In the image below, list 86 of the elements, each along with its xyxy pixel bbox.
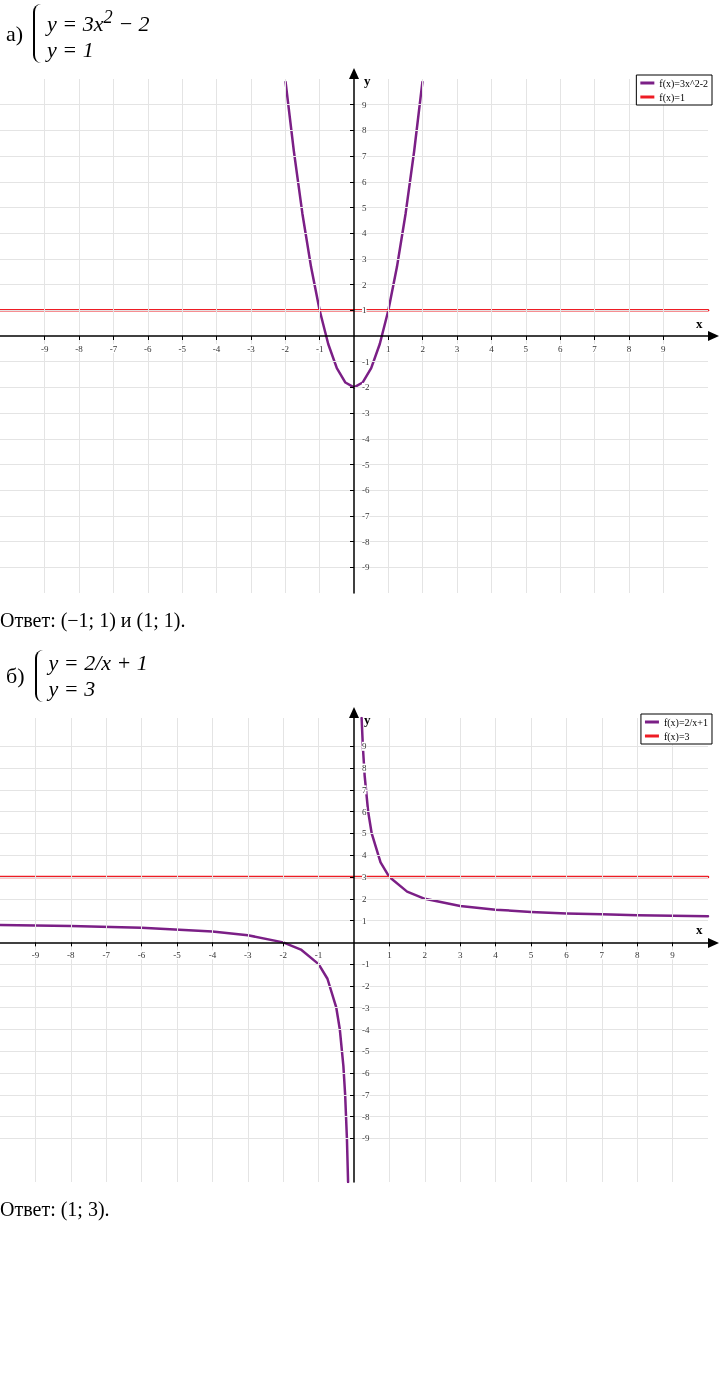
text: Ответ: (1; 3). — [0, 1197, 111, 1223]
x-axis-title: x — [696, 316, 703, 332]
x-tick-label: 7 — [599, 950, 605, 961]
y-tick-label: -4 — [362, 1024, 370, 1035]
x-tick-label: 6 — [564, 950, 570, 961]
x-tick-label: -2 — [279, 950, 287, 961]
legend-label: f(x)=3x^2-2 — [659, 77, 708, 90]
x-tick-label: -3 — [247, 343, 256, 354]
x-tick-label: 7 — [592, 343, 598, 354]
y-tick-label: -8 — [362, 536, 370, 547]
x-tick-label: -4 — [212, 343, 221, 354]
y-tick-label: 1 — [362, 915, 367, 926]
x-tick-label: 8 — [634, 950, 640, 961]
x-tick-label: -6 — [144, 343, 153, 354]
x-tick-label: -2 — [281, 343, 290, 354]
y-tick-label: 3 — [362, 254, 367, 265]
x-tick-label: 5 — [528, 950, 534, 961]
x-tick-label: -7 — [102, 950, 111, 961]
y-axis-title: y — [364, 712, 371, 728]
x-tick-label: -4 — [208, 950, 217, 961]
y-tick-label: 6 — [362, 807, 367, 817]
y-tick-label: 6 — [362, 177, 367, 188]
x-tick-label: -7 — [109, 343, 118, 354]
legend-label: f(x)=3 — [663, 730, 690, 743]
legend-label: f(x)=1 — [659, 91, 685, 104]
y-tick-label: 3 — [362, 872, 367, 883]
y-tick-label: 4 — [362, 850, 367, 861]
y-tick-label: -2 — [362, 981, 370, 992]
chart-title: а) — [6, 20, 24, 47]
x-tick-label: 4 — [493, 950, 499, 961]
text: Ответ: (−1; 1) и (1; 1). — [0, 608, 187, 634]
x-tick-label: -1 — [315, 343, 324, 354]
x-tick-label: 2 — [422, 950, 428, 961]
y-tick-label: -1 — [362, 357, 370, 368]
x-tick-label: -9 — [40, 343, 49, 354]
x-tick-label: -6 — [137, 950, 146, 961]
y-tick-label: -5 — [362, 459, 370, 470]
y-tick-label: -6 — [362, 485, 370, 496]
x-tick-label: -3 — [244, 950, 253, 961]
line-series — [284, 81, 424, 389]
x-tick-label: 5 — [523, 343, 529, 354]
y-tick-label: 5 — [362, 202, 367, 213]
y-tick-label: 9 — [362, 100, 367, 111]
y-tick-label: -9 — [362, 1133, 370, 1144]
y-tick-label: 7 — [362, 785, 367, 796]
y-tick-label: -3 — [362, 408, 370, 419]
x-tick-label: -8 — [75, 343, 84, 354]
y-tick-label: 8 — [362, 125, 367, 136]
x-tick-label: -9 — [31, 950, 40, 961]
chart-subtitle: y = 2/x + 1 y = 3 — [48, 650, 148, 703]
x-tick-label: 9 — [661, 343, 667, 354]
y-tick-label: -3 — [362, 1003, 370, 1014]
y-tick-label: -4 — [362, 434, 370, 445]
x-tick-label: 1 — [387, 950, 392, 961]
x-tick-label: -5 — [178, 343, 187, 354]
y-tick-label: 2 — [362, 279, 367, 290]
y-tick-label: -5 — [362, 1046, 370, 1057]
x-tick-label: 3 — [454, 343, 460, 354]
y-tick-label: -2 — [362, 382, 370, 393]
x-tick-label: 9 — [670, 950, 676, 961]
chart-title: б) — [6, 663, 25, 690]
y-tick-label: -8 — [362, 1111, 370, 1122]
x-tick-label: 6 — [557, 343, 563, 354]
x-tick-label: 8 — [626, 343, 632, 354]
x-tick-label: -1 — [314, 950, 323, 961]
x-tick-label: 1 — [386, 343, 391, 354]
y-tick-label: 2 — [362, 894, 367, 905]
y-tick-label: 7 — [362, 151, 367, 162]
x-axis-title: x — [696, 922, 703, 938]
y-tick-label: 8 — [362, 763, 367, 774]
x-tick-label: -5 — [173, 950, 182, 961]
x-tick-label: -8 — [67, 950, 76, 961]
y-tick-label: 5 — [362, 828, 367, 839]
x-tick-label: 4 — [489, 343, 495, 354]
x-tick-label: 2 — [420, 343, 425, 354]
y-tick-label: -7 — [362, 511, 370, 522]
y-tick-label: -6 — [362, 1068, 370, 1079]
y-tick-label: -1 — [362, 959, 370, 970]
chart-subtitle: y = 3x$^{2}$ − 2 y = 1 — [47, 6, 150, 64]
y-tick-label: 4 — [362, 228, 367, 239]
y-tick-label: -9 — [362, 562, 370, 573]
legend-label: f(x)=2/x+1 — [663, 716, 709, 729]
y-tick-label: 1 — [362, 305, 367, 316]
y-tick-label: -7 — [362, 1090, 370, 1101]
x-tick-label: 3 — [457, 950, 463, 961]
y-axis-title: y — [364, 73, 371, 89]
